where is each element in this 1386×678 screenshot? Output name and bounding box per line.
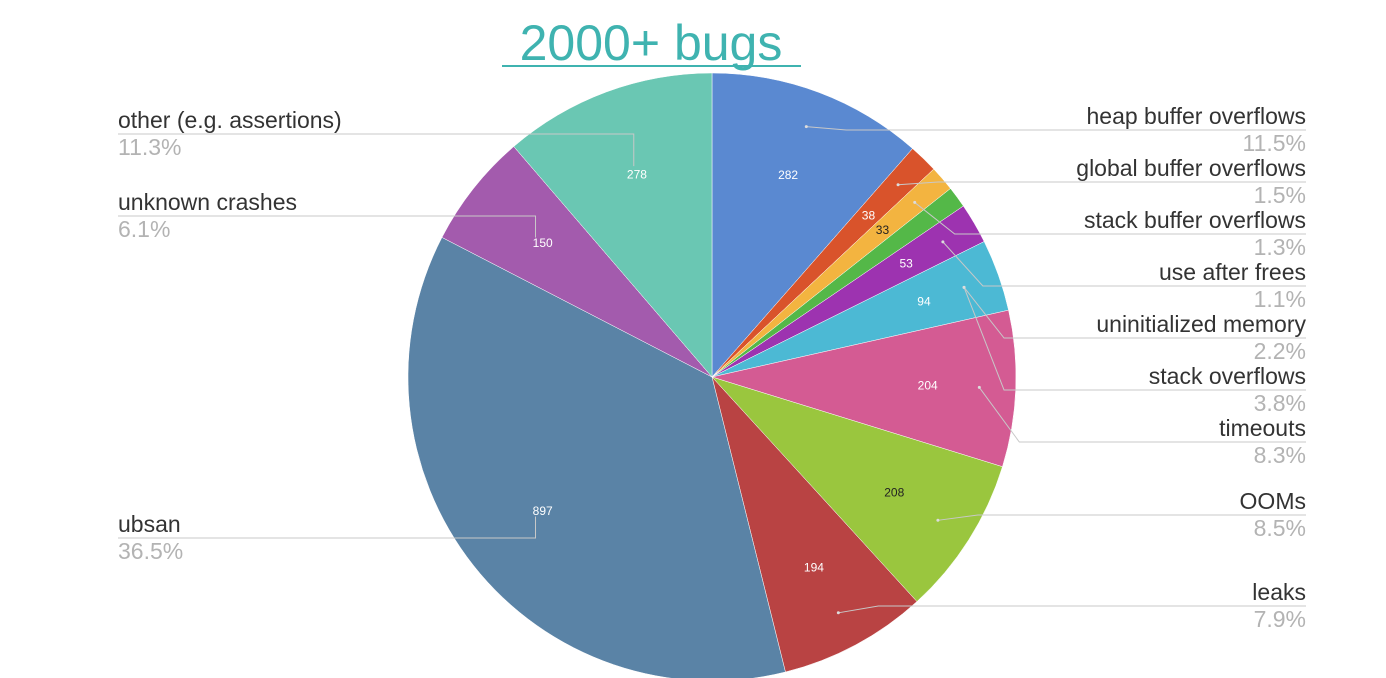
- slice-value-label: 282: [778, 168, 798, 182]
- slice-value-label: 204: [918, 378, 938, 392]
- right-label-percent: 7.9%: [1254, 606, 1306, 632]
- left-label-name: other (e.g. assertions): [118, 107, 342, 133]
- leader-dot: [804, 125, 808, 129]
- left-label-percent: 11.3%: [118, 134, 182, 160]
- leader-line: [898, 181, 1306, 186]
- leader-dot: [836, 611, 840, 615]
- leader-dot: [962, 285, 966, 289]
- leader-line: [118, 215, 537, 238]
- right-label-percent: 1.3%: [1254, 234, 1306, 260]
- right-label-percent: 8.5%: [1254, 515, 1306, 541]
- pie-slice: [711, 309, 1017, 468]
- leader-line: [806, 126, 1306, 131]
- slice-value-label: 38: [862, 208, 876, 222]
- right-label-percent: 1.1%: [1254, 286, 1306, 312]
- leader-line: [914, 202, 1306, 235]
- leader-line: [838, 605, 1306, 614]
- right-label-name: timeouts: [1219, 415, 1306, 441]
- leader-line: [942, 241, 1306, 287]
- chart-title: 2000+ bugs: [520, 15, 783, 71]
- right-label-name: use after frees: [1159, 259, 1306, 285]
- right-label-name: stack overflows: [1149, 363, 1306, 389]
- leader-line: [118, 516, 537, 539]
- leader-line: [978, 387, 1306, 443]
- leader-line: [118, 133, 635, 167]
- leader-dot: [977, 385, 981, 389]
- leader-dot: [913, 200, 917, 204]
- right-label-name: uninitialized memory: [1096, 311, 1306, 337]
- left-label-percent: 36.5%: [118, 538, 183, 564]
- pie-slice: [711, 376, 1003, 602]
- right-label-name: heap buffer overflows: [1087, 103, 1307, 129]
- leader-line: [937, 514, 1306, 521]
- left-label-percent: 6.1%: [118, 216, 170, 242]
- right-label-percent: 2.2%: [1254, 338, 1306, 364]
- leader-dot: [936, 518, 940, 522]
- right-label-percent: 8.3%: [1254, 442, 1306, 468]
- right-label-name: stack buffer overflows: [1084, 207, 1306, 233]
- leader-dot: [896, 183, 900, 187]
- pie-slice: [441, 146, 713, 378]
- slice-value-label: 53: [899, 256, 913, 270]
- pie-slice: [407, 237, 786, 678]
- pie-slice: [711, 72, 913, 378]
- slice-value-label: 150: [533, 236, 553, 250]
- right-label-name: leaks: [1252, 579, 1306, 605]
- left-label-name: unknown crashes: [118, 189, 297, 215]
- slice-value-label: 194: [804, 560, 824, 574]
- slice-value-label: 208: [884, 486, 904, 500]
- slice-value-label: 94: [917, 295, 931, 309]
- left-label-name: ubsan: [118, 511, 181, 537]
- slice-value-label: 278: [627, 168, 647, 182]
- right-label-percent: 3.8%: [1254, 390, 1306, 416]
- right-label-percent: 1.5%: [1254, 182, 1306, 208]
- leader-dot: [941, 240, 945, 244]
- pie-slice: [513, 72, 713, 378]
- right-label-percent: 11.5%: [1242, 130, 1306, 156]
- slice-value-label: 33: [876, 223, 890, 237]
- leader-line: [963, 287, 1306, 391]
- right-label-name: global buffer overflows: [1076, 155, 1306, 181]
- leader-line: [963, 287, 1306, 339]
- right-label-name: OOMs: [1240, 488, 1306, 514]
- slice-value-label: 897: [533, 504, 553, 518]
